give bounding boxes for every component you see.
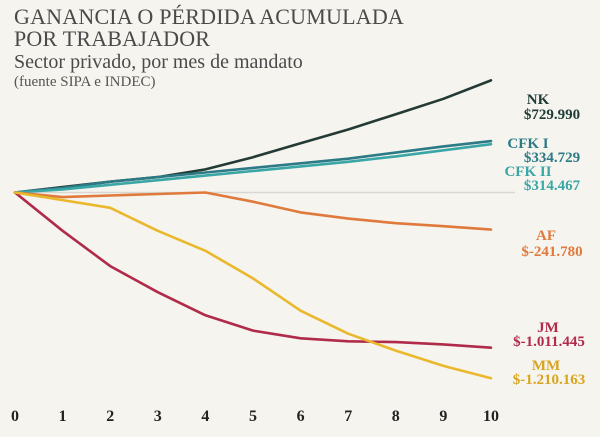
x-tick-label: 3 xyxy=(154,408,162,425)
title-block: GANANCIA O PÉRDIDA ACUMULADA POR TRABAJA… xyxy=(14,6,404,90)
series-line-cfk-ii xyxy=(13,142,493,194)
series-name-cfk-i: CFK I xyxy=(507,136,548,152)
series-line-cfk-i xyxy=(13,139,493,194)
series-name-af: AF xyxy=(536,228,556,244)
series-line-nk xyxy=(13,79,493,194)
series-value-nk: $729.990 xyxy=(524,107,580,123)
series-line-af xyxy=(13,191,493,231)
series-value-jm: $-1.011.445 xyxy=(513,334,585,350)
series-line-mm xyxy=(13,191,493,380)
x-tick-label: 10 xyxy=(483,408,499,425)
chart-source: (fuente SIPA e INDEC) xyxy=(14,74,156,90)
series-lines xyxy=(13,79,493,380)
series-value-cfk-i: $334.729 xyxy=(524,150,580,166)
series-name-mm: MM xyxy=(532,358,560,374)
x-tick-label: 7 xyxy=(344,408,352,425)
series-line-jm xyxy=(13,191,493,350)
x-tick-label: 8 xyxy=(392,408,400,425)
series-name-cfk-ii: CFK II xyxy=(504,164,551,180)
x-tick-label: 6 xyxy=(297,408,305,425)
chart-title-line-1: GANANCIA O PÉRDIDA ACUMULADA xyxy=(14,4,405,29)
x-tick-label: 4 xyxy=(201,408,209,425)
x-tick-label: 0 xyxy=(11,408,19,425)
x-tick-label: 5 xyxy=(249,408,257,425)
x-tick-label: 9 xyxy=(439,408,447,425)
series-name-jm: JM xyxy=(537,320,559,336)
series-value-cfk-ii: $314.467 xyxy=(524,178,581,194)
series-value-af: $-241.780 xyxy=(521,244,582,260)
series-value-mm: $-1.210.163 xyxy=(513,372,586,388)
series-name-nk: NK xyxy=(527,92,550,108)
x-tick-label: 2 xyxy=(106,408,114,425)
x-tick-label: 1 xyxy=(59,408,67,425)
x-axis-ticks: 0 1 2 3 4 5 6 7 8 9 10 xyxy=(11,408,499,425)
chart-title-line-2: POR TRABAJADOR xyxy=(14,26,211,51)
chart-subtitle: Sector privado, por mes de mandato xyxy=(14,51,303,73)
